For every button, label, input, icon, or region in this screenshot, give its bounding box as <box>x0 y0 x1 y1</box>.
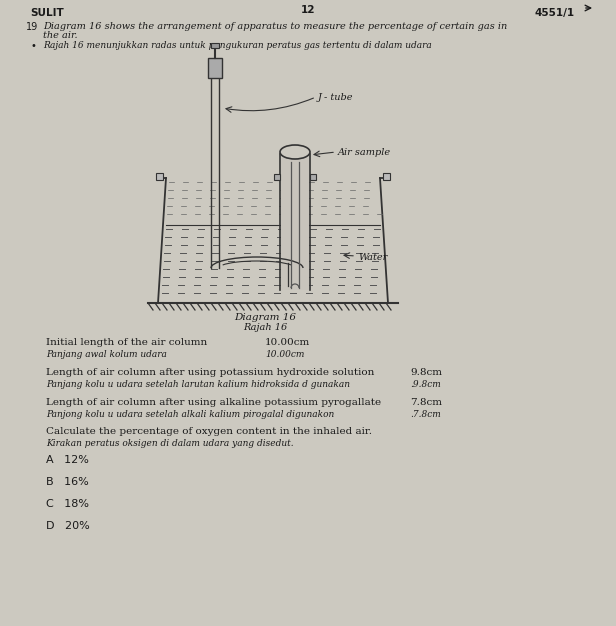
Bar <box>156 173 163 180</box>
Text: Length of air column after using alkaline potassium pyrogallate: Length of air column after using alkalin… <box>46 398 381 407</box>
Text: 10.00cm: 10.00cm <box>265 338 310 347</box>
Text: Length of air column after using potassium hydroxide solution: Length of air column after using potassi… <box>46 368 375 377</box>
Ellipse shape <box>280 145 310 159</box>
Text: Panjong kolu u udara setelah alkali kalium pirogalal digunakon: Panjong kolu u udara setelah alkali kali… <box>46 410 334 419</box>
Text: Air sample: Air sample <box>338 148 391 157</box>
Text: 19: 19 <box>26 22 38 32</box>
Text: 7.8cm: 7.8cm <box>410 398 442 407</box>
Bar <box>281 158 309 290</box>
Text: Water: Water <box>358 253 387 262</box>
Bar <box>211 43 219 48</box>
Text: Diagram 16: Diagram 16 <box>234 313 296 322</box>
Text: A   12%: A 12% <box>46 455 89 465</box>
Text: J - tube: J - tube <box>318 93 354 102</box>
Text: B   16%: B 16% <box>46 477 89 487</box>
Bar <box>383 173 390 180</box>
Text: Initial length of the air column: Initial length of the air column <box>46 338 207 347</box>
Text: C   18%: C 18% <box>46 499 89 509</box>
Text: Panjang kolu u udara setelah larutan kalium hidroksida d gunakan: Panjang kolu u udara setelah larutan kal… <box>46 380 350 389</box>
Text: Calculate the percentage of oxygen content in the inhaled air.: Calculate the percentage of oxygen conte… <box>46 427 372 436</box>
Text: Rajah 16 menunjukkan radas untuk pengukuran peratus gas tertentu di dalam udara: Rajah 16 menunjukkan radas untuk penguku… <box>43 41 432 50</box>
Text: the air.: the air. <box>43 31 78 40</box>
Text: 9.8cm: 9.8cm <box>410 368 442 377</box>
Bar <box>310 174 316 180</box>
Text: 10.00cm: 10.00cm <box>265 350 304 359</box>
Text: 4551/1: 4551/1 <box>535 8 575 18</box>
Text: Panjang awal kolum udara: Panjang awal kolum udara <box>46 350 167 359</box>
Text: •: • <box>30 41 36 51</box>
Text: Diagram 16 shows the arrangement of apparatus to measure the percentage of certa: Diagram 16 shows the arrangement of appa… <box>43 22 507 31</box>
Text: SULIT: SULIT <box>30 8 63 18</box>
Text: Kirakan peratus oksigen di dalam udara yang disedut.: Kirakan peratus oksigen di dalam udara y… <box>46 439 294 448</box>
Text: D   20%: D 20% <box>46 521 90 531</box>
Text: 12: 12 <box>301 5 315 15</box>
Bar <box>208 58 222 78</box>
Text: .9.8cm: .9.8cm <box>410 380 441 389</box>
Text: Rajah 16: Rajah 16 <box>243 323 287 332</box>
Text: .7.8cm: .7.8cm <box>410 410 441 419</box>
Bar <box>274 174 280 180</box>
